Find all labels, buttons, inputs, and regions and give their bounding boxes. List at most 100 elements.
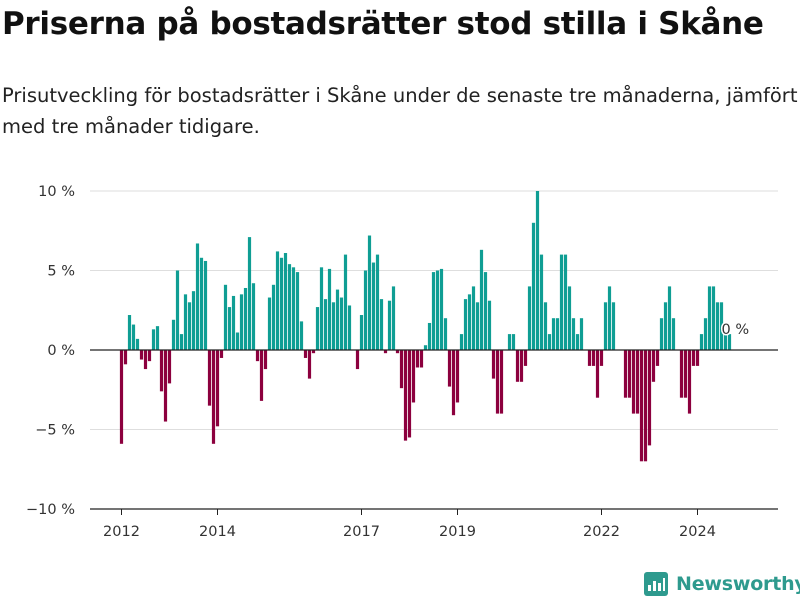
bar	[231, 295, 236, 350]
bar	[143, 350, 148, 370]
bar	[283, 253, 288, 350]
y-tick-label: −10 %	[26, 502, 75, 518]
bar	[523, 350, 528, 366]
bar	[287, 264, 292, 350]
bar	[507, 334, 512, 350]
bar	[155, 326, 160, 350]
y-tick-label: −5 %	[35, 423, 75, 439]
bar	[275, 251, 280, 350]
bar	[427, 322, 432, 350]
bar	[343, 254, 348, 350]
bar	[271, 284, 276, 350]
bar	[339, 297, 344, 350]
bar	[183, 294, 188, 350]
bar	[171, 319, 176, 350]
bar	[535, 191, 540, 350]
bar	[707, 286, 712, 350]
bar	[623, 350, 628, 398]
bar	[411, 350, 416, 403]
bar	[435, 270, 440, 350]
bar	[543, 302, 548, 350]
bar	[659, 318, 664, 350]
bar	[119, 350, 124, 444]
y-tick-label: 0 %	[47, 343, 75, 359]
bar	[251, 283, 256, 350]
y-tick-label: 5 %	[47, 264, 75, 280]
bar	[723, 334, 728, 350]
bar	[399, 350, 404, 389]
bar	[679, 350, 684, 398]
bar	[375, 254, 380, 350]
bar	[235, 332, 240, 350]
bar	[387, 300, 392, 350]
bar	[647, 350, 652, 446]
bar	[547, 334, 552, 350]
bar	[123, 350, 128, 365]
bar	[683, 350, 688, 398]
bar	[587, 350, 592, 366]
bar	[363, 270, 368, 350]
bar	[335, 289, 340, 350]
bar	[611, 302, 616, 350]
bar	[439, 268, 444, 350]
bar	[223, 284, 228, 350]
bar	[151, 329, 156, 350]
bar	[495, 350, 500, 414]
bar	[463, 299, 468, 350]
bar	[515, 350, 520, 382]
x-tick-label: 2017	[343, 524, 380, 540]
bar	[255, 350, 260, 362]
chart-subtitle: Prisutveckling för bostadsrätter i Skåne…	[2, 84, 798, 138]
bar	[599, 350, 604, 366]
bar	[371, 262, 376, 350]
bar	[455, 350, 460, 403]
bar	[475, 302, 480, 350]
bar	[715, 302, 720, 350]
bar	[175, 270, 180, 350]
bar	[727, 334, 732, 350]
bar	[667, 286, 672, 350]
bar	[159, 350, 164, 392]
bar	[559, 254, 564, 350]
bar	[267, 297, 272, 350]
bar	[207, 350, 212, 406]
bar	[719, 302, 724, 350]
bar	[299, 321, 304, 350]
bar	[631, 350, 636, 414]
bar	[635, 350, 640, 414]
bar	[379, 299, 384, 350]
bar	[443, 318, 448, 350]
bar	[483, 272, 488, 350]
last-value-label: 0 %	[722, 322, 750, 338]
bar	[307, 350, 312, 379]
bar	[471, 286, 476, 350]
bar	[627, 350, 632, 398]
bar	[303, 350, 308, 358]
bar	[327, 268, 332, 350]
bar	[331, 302, 336, 350]
bar	[191, 291, 196, 350]
bar	[459, 334, 464, 350]
bar	[355, 350, 360, 370]
bar	[215, 350, 220, 427]
x-tick-label: 2022	[583, 524, 620, 540]
bar	[227, 307, 232, 350]
bar	[511, 334, 516, 350]
bar	[699, 334, 704, 350]
bar	[383, 350, 388, 354]
bar	[663, 302, 668, 350]
bar	[291, 267, 296, 350]
bar	[467, 294, 472, 350]
x-tick-label: 2019	[439, 524, 476, 540]
bar	[347, 305, 352, 350]
bar	[395, 350, 400, 354]
bar	[447, 350, 452, 387]
bar	[163, 350, 168, 422]
bar	[311, 350, 316, 354]
bar	[491, 350, 496, 379]
x-tick-label: 2024	[679, 524, 716, 540]
bar	[607, 286, 612, 350]
bar	[643, 350, 648, 462]
bar	[403, 350, 408, 441]
bar	[319, 267, 324, 350]
